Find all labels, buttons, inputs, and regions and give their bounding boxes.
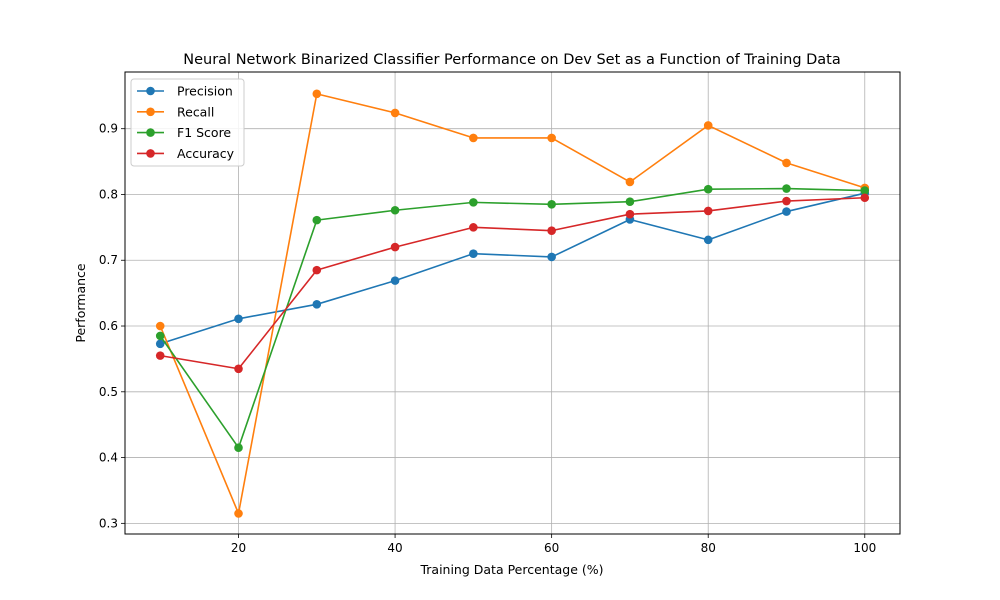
x-tick-label: 100	[853, 541, 876, 555]
axis-ticks: 20 40 60 80 100 0.3 0.4 0.5 0.6 0.7 0.8 0.9	[99, 122, 876, 555]
legend-swatch-marker	[146, 107, 155, 117]
f1-score-point	[234, 443, 243, 453]
legend-item-f1-score: F1 Score	[137, 125, 231, 140]
y-tick-label: 0.3	[99, 516, 118, 530]
legend-item-precision: Precision	[137, 84, 233, 99]
accuracy-point	[703, 206, 713, 216]
series-recall	[155, 89, 870, 518]
series-f1-score	[155, 184, 870, 453]
accuracy-point	[782, 196, 791, 206]
recall-point	[782, 158, 791, 168]
accuracy-point	[155, 351, 165, 360]
legend-item-accuracy: Accuracy	[137, 146, 235, 161]
series-accuracy	[155, 193, 870, 374]
y-tick-label: 0.6	[99, 319, 118, 333]
precision-point	[469, 249, 478, 258]
y-tick-label: 0.5	[99, 385, 118, 399]
series-precision	[155, 188, 870, 349]
precision-point	[703, 235, 713, 245]
precision-line	[159, 192, 865, 345]
recall-point	[625, 177, 635, 187]
plot-area-frame	[124, 71, 901, 535]
accuracy-point	[547, 226, 556, 235]
f1-score-point	[312, 215, 322, 225]
legend-label: Precision	[177, 84, 233, 99]
y-axis-label: Performance	[73, 263, 88, 343]
legend-item-recall: Recall	[137, 104, 214, 119]
recall-line	[159, 93, 866, 515]
recall-point	[469, 133, 478, 143]
accuracy-point	[469, 223, 478, 232]
recall-point	[312, 89, 322, 99]
x-tick-label: 60	[544, 541, 559, 555]
recall-point	[155, 321, 165, 331]
legend-label: Accuracy	[177, 146, 235, 161]
f1-score-point	[860, 186, 870, 195]
f1-score-point	[782, 184, 791, 193]
legend-label: Recall	[177, 104, 214, 119]
legend-swatch-marker	[146, 128, 155, 137]
f1-score-line	[159, 187, 865, 449]
grid	[125, 72, 900, 534]
accuracy-point	[312, 265, 322, 275]
chart-title: Neural Network Binarized Classifier Perf…	[183, 52, 841, 68]
precision-point	[782, 207, 791, 216]
y-tick-label: 0.9	[99, 122, 118, 136]
accuracy-point	[390, 242, 400, 252]
precision-point	[155, 339, 165, 349]
accuracy-point	[234, 364, 243, 374]
y-tick-label: 0.7	[99, 253, 118, 267]
precision-point	[312, 300, 322, 309]
recall-point	[234, 509, 243, 518]
recall-point	[547, 133, 556, 143]
f1-score-point	[155, 331, 165, 341]
recall-point	[390, 108, 400, 118]
x-axis-label: Training Data Percentage (%)	[419, 562, 603, 577]
accuracy-point	[625, 209, 635, 219]
f1-score-point	[547, 200, 556, 209]
y-tick-label: 0.4	[99, 451, 118, 465]
legend-swatch-marker	[146, 86, 155, 96]
precision-point	[547, 252, 556, 262]
series-group	[155, 89, 870, 518]
x-tick-label: 20	[231, 541, 246, 555]
f1-score-point	[469, 198, 478, 207]
x-tick-label: 80	[701, 541, 716, 555]
accuracy-point	[860, 193, 870, 203]
legend-box	[130, 78, 245, 167]
recall-point	[703, 121, 713, 130]
legend: Precision Recall F1 Score Accuracy	[130, 78, 245, 167]
accuracy-line	[160, 196, 865, 370]
legend-label: F1 Score	[177, 125, 231, 140]
f1-score-point	[625, 197, 635, 207]
f1-score-point	[390, 205, 400, 215]
precision-point	[390, 276, 400, 285]
f1-score-point	[703, 184, 713, 194]
x-tick-label: 40	[387, 541, 402, 555]
precision-point	[234, 314, 243, 324]
y-tick-label: 0.8	[99, 187, 118, 201]
legend-swatch-marker	[146, 149, 155, 158]
